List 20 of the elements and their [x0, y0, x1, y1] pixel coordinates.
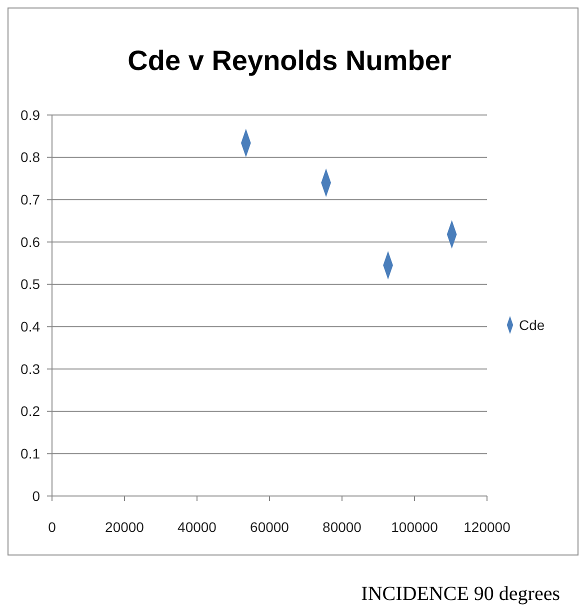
- y-tick-label: 0.8: [20, 149, 40, 166]
- legend-label: Cde: [519, 316, 545, 333]
- y-tick-label: 0.1: [20, 446, 40, 462]
- text: INCIDENCE 90 degrees: [361, 583, 560, 605]
- y-tick-label: 0: [32, 488, 40, 504]
- x-tick-label: 20000: [105, 519, 144, 535]
- x-tick-label: 100000: [391, 519, 438, 535]
- x-tick-label: 0: [48, 519, 56, 535]
- x-tick-label: 120000: [464, 519, 511, 535]
- y-tick-label: 0.7: [20, 192, 40, 208]
- y-tick-label: 0.9: [20, 106, 40, 123]
- y-tick-label: 0.3: [20, 360, 40, 377]
- x-tick-label: 80000: [322, 519, 362, 535]
- x-tick-label: 40000: [178, 519, 217, 535]
- x-tick-label: 60000: [250, 519, 290, 535]
- y-tick-label: 0.6: [20, 234, 40, 250]
- chart-title: Cde v Reynolds Number: [128, 45, 452, 76]
- y-tick-label: 0.5: [20, 276, 40, 292]
- y-tick-label: 0.4: [20, 318, 40, 335]
- y-tick-label: 0.2: [20, 403, 40, 420]
